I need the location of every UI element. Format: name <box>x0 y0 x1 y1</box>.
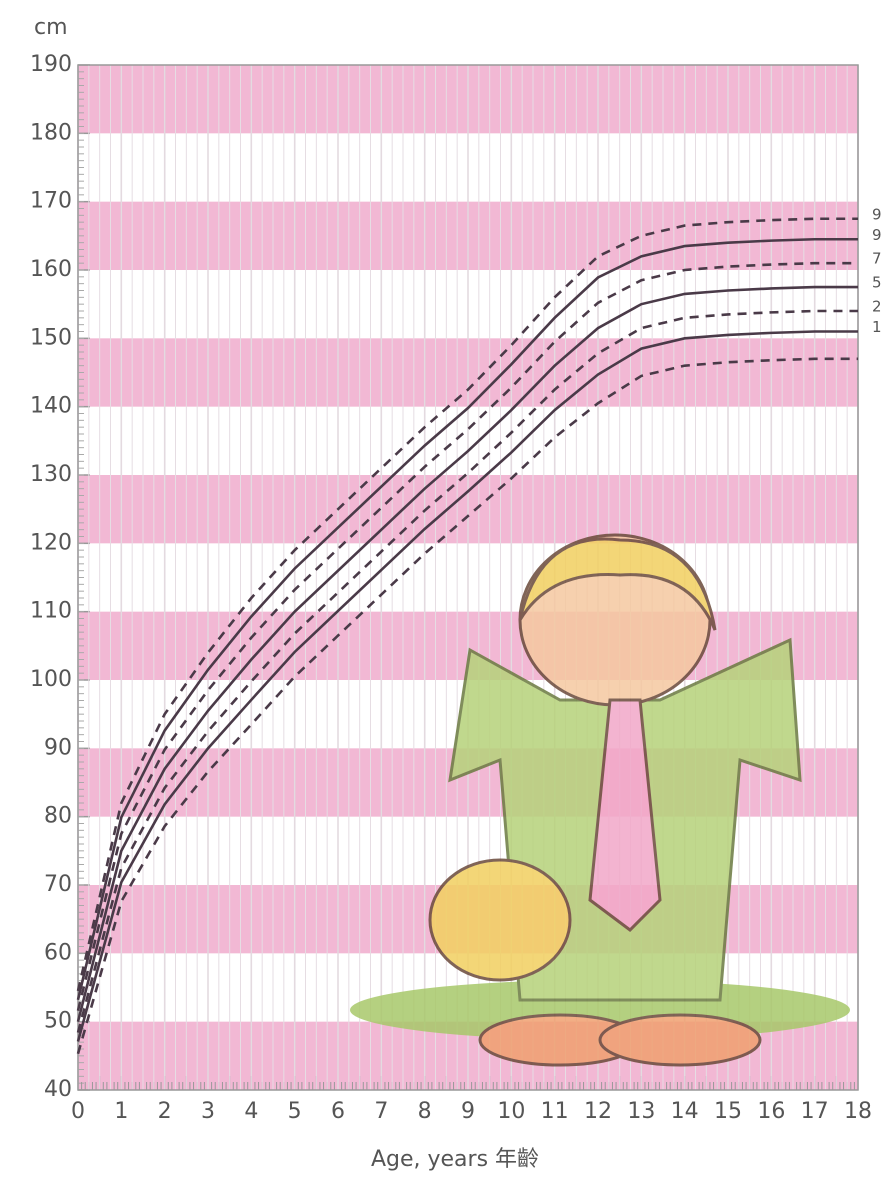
x-axis-label: Age, years 年齡 <box>371 1147 539 1172</box>
y-tick-label: 80 <box>44 804 72 829</box>
y-tick-label: 40 <box>44 1077 72 1102</box>
curve-label: 5 <box>872 274 882 292</box>
y-tick-label: 180 <box>30 120 72 145</box>
y-tick-label: 110 <box>30 599 72 624</box>
curve-label: 9 <box>872 226 882 244</box>
x-tick-label: 16 <box>757 1099 785 1124</box>
y-tick-label: 160 <box>30 257 72 282</box>
y-tick-label: 70 <box>44 872 72 897</box>
curve-label: 9 <box>872 205 882 223</box>
percentile-curve <box>76 285 858 1022</box>
x-tick-label: 7 <box>374 1099 388 1124</box>
percentile-curve <box>76 309 858 1033</box>
y-tick-label: 150 <box>30 325 72 350</box>
y-tick-label: 90 <box>44 735 72 760</box>
y-tick-label: 120 <box>30 530 72 555</box>
percentile-curve <box>76 217 858 992</box>
illustration <box>350 533 850 1067</box>
x-tick-label: 3 <box>201 1099 215 1124</box>
x-tick-label: 9 <box>461 1099 475 1124</box>
x-tick-label: 6 <box>331 1099 345 1124</box>
x-tick-label: 18 <box>844 1099 872 1124</box>
x-tick-label: 14 <box>671 1099 699 1124</box>
x-tick-label: 2 <box>158 1099 172 1124</box>
x-tick-label: 10 <box>497 1099 525 1124</box>
x-tick-label: 11 <box>541 1099 569 1124</box>
percentile-curve <box>76 357 858 1055</box>
curve-label: 1 <box>872 318 882 336</box>
x-tick-label: 4 <box>244 1099 258 1124</box>
y-tick-label: 50 <box>44 1009 72 1034</box>
x-tick-label: 0 <box>71 1099 85 1124</box>
y-tick-label: 100 <box>30 667 72 692</box>
x-tick-label: 13 <box>627 1099 655 1124</box>
x-tick-label: 5 <box>288 1099 302 1124</box>
y-tick-label: 60 <box>44 940 72 965</box>
x-tick-label: 17 <box>801 1099 829 1124</box>
y-tick-label: 190 <box>30 52 72 77</box>
y-axis-label: cm <box>34 15 68 40</box>
x-tick-label: 8 <box>418 1099 432 1124</box>
y-tick-label: 130 <box>30 462 72 487</box>
curve-label: 2 <box>872 298 882 316</box>
y-tick-label: 170 <box>30 189 72 214</box>
x-tick-label: 1 <box>114 1099 128 1124</box>
plot-frame <box>77 64 859 1091</box>
percentile-curve <box>76 237 858 1001</box>
percentile-curve <box>76 330 858 1042</box>
curve-label: 7 <box>872 250 882 268</box>
x-tick-label: 12 <box>584 1099 612 1124</box>
x-tick-label: 15 <box>714 1099 742 1124</box>
y-tick-label: 140 <box>30 394 72 419</box>
